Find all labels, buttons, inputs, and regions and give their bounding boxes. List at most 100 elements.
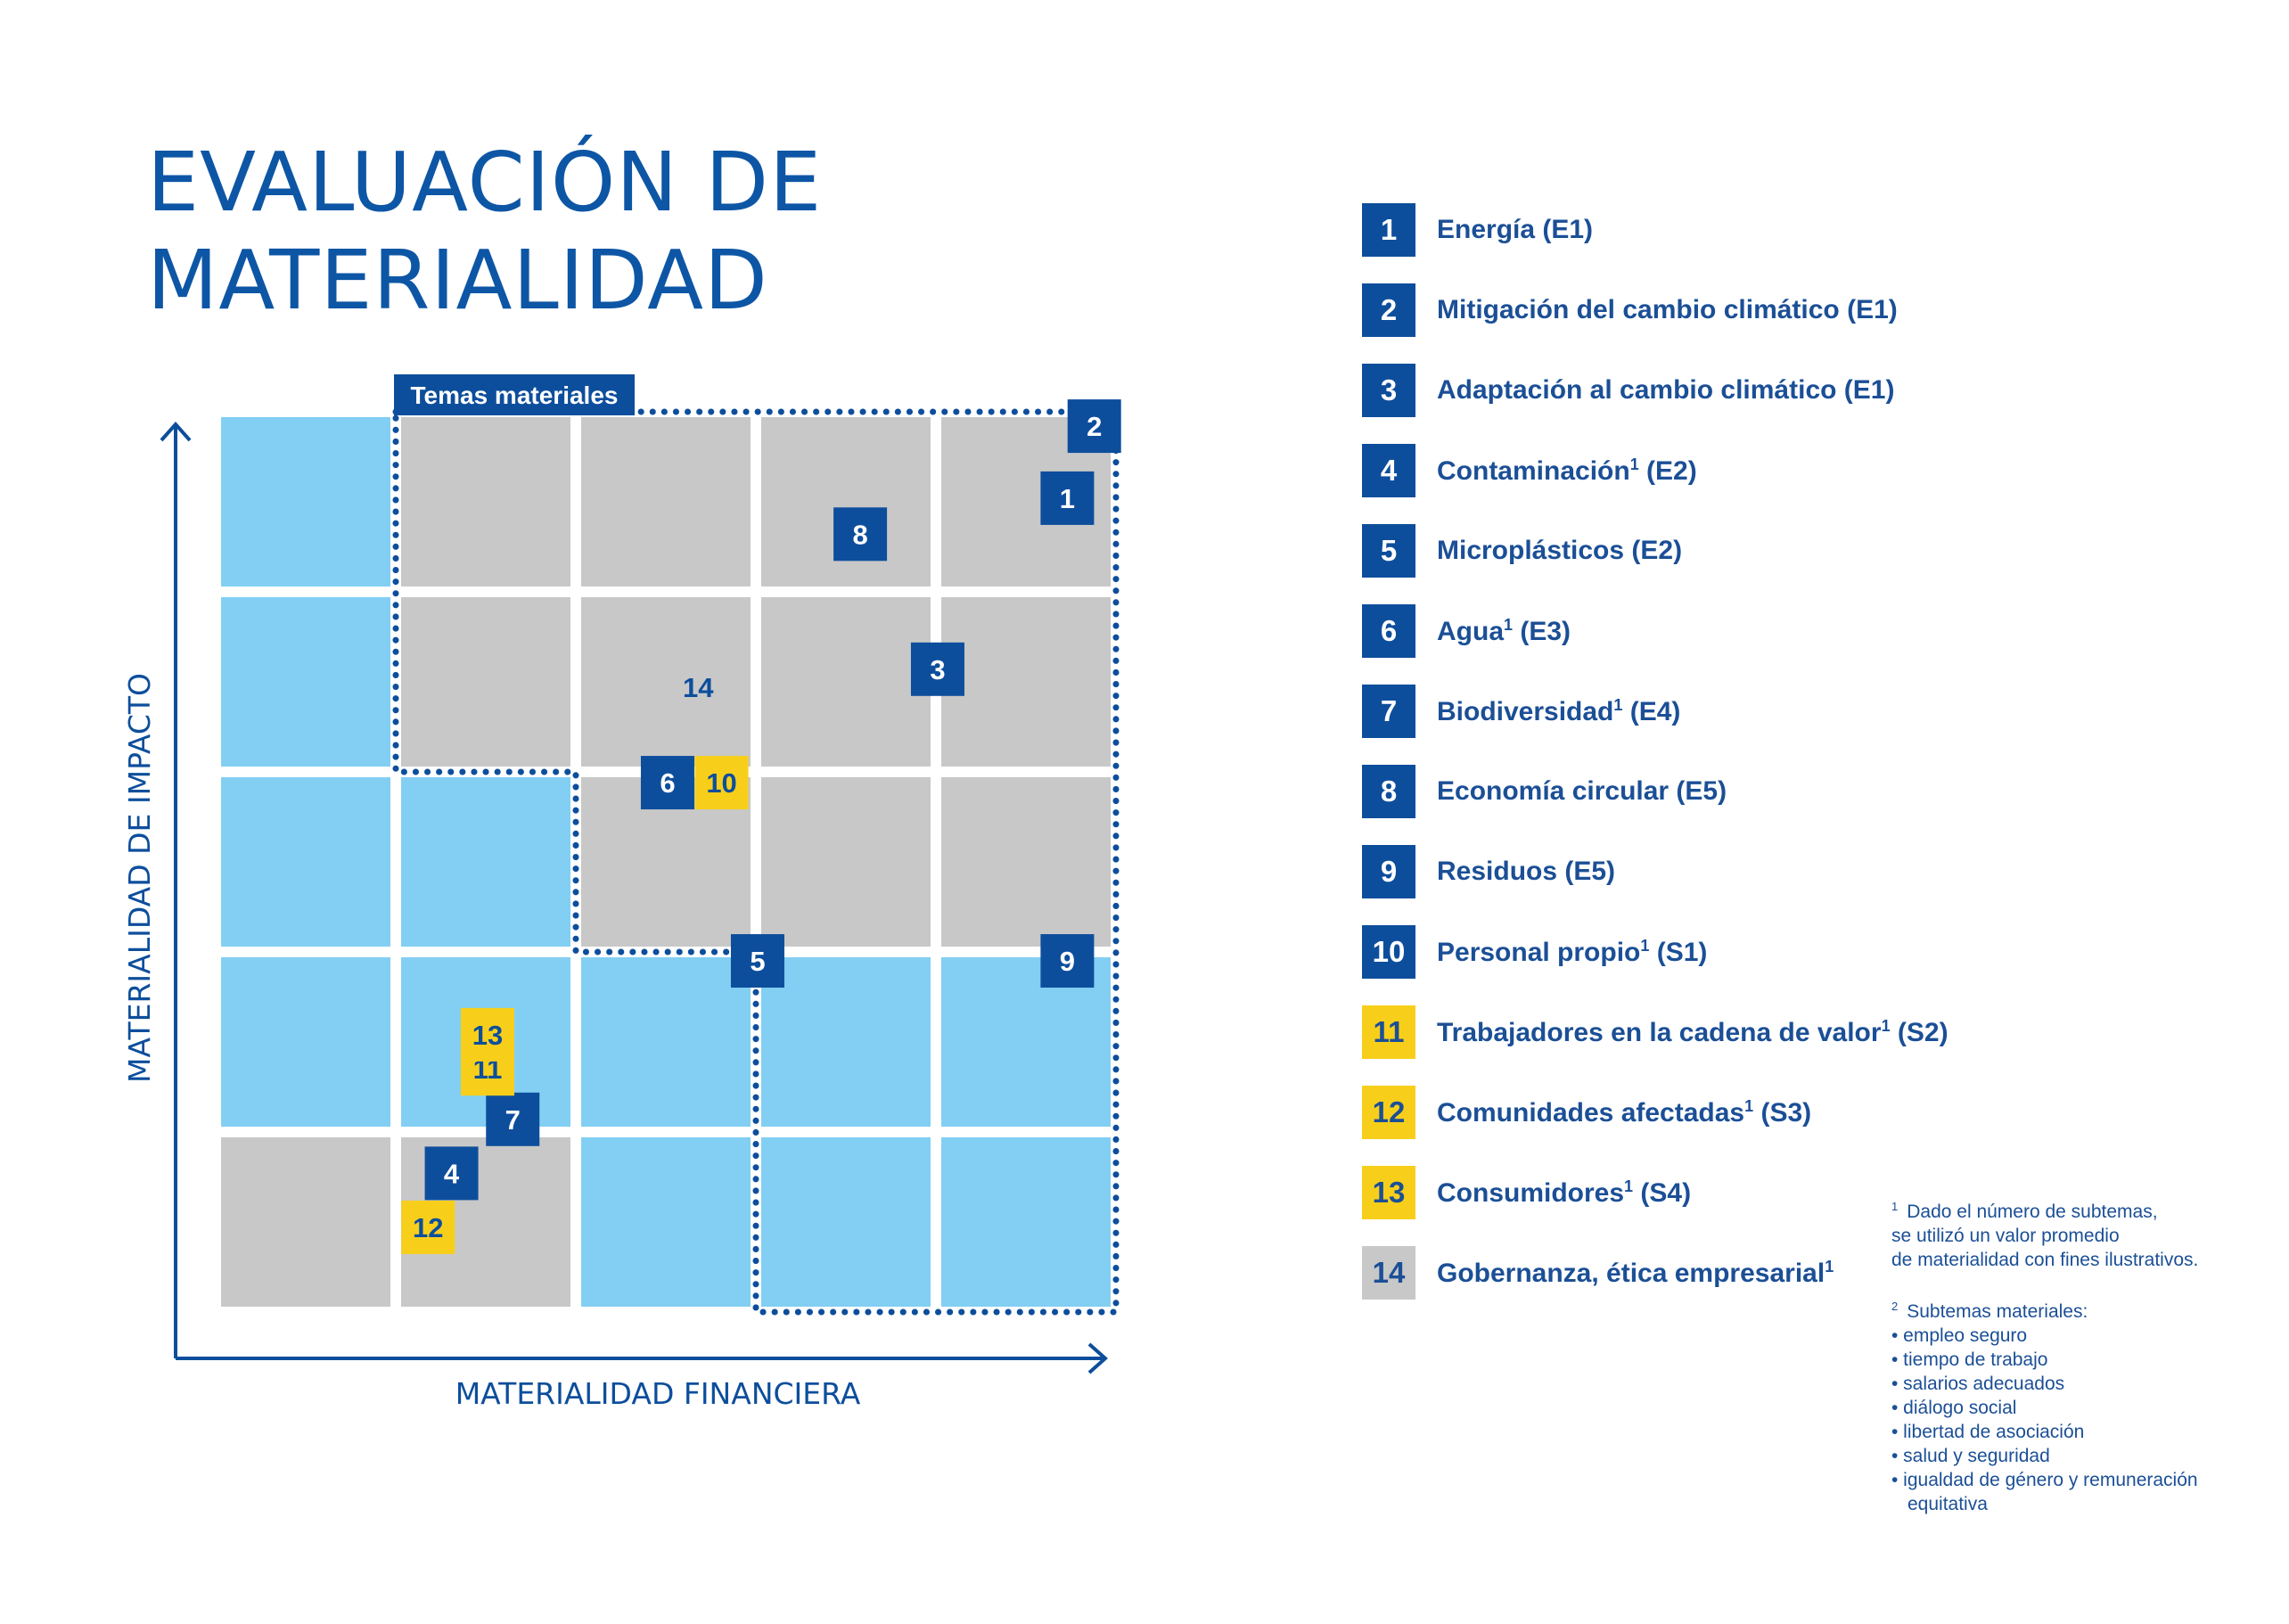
legend-item: 13 Consumidores1 (S4) [1362, 1166, 1691, 1219]
legend-item: 4 Contaminación1 (E2) [1362, 444, 1697, 497]
topic-marker-6: 6 [640, 756, 694, 810]
topic-marker-number: 9 [1060, 946, 1075, 977]
footnote-1: 1 Dado el número de subtemas, se utilizó u… [1891, 1194, 2198, 1272]
topic-marker-number: 13 [472, 1020, 503, 1051]
footnote-line: • diálogo social [1891, 1398, 2017, 1418]
legend-item: 10 Personal propio1 (S1) [1362, 925, 1707, 979]
topic-marker-number: 4 [444, 1158, 460, 1189]
footnote-line: se utilizó un valor promedio [1891, 1226, 2120, 1246]
matrix-cell [221, 597, 390, 767]
topic-marker-7: 7 [486, 1092, 540, 1146]
legend-item: 2 Mitigación del cambio climático (E1) [1362, 283, 1898, 337]
title-line-1: EVALUACIÓN DE [147, 135, 823, 230]
topic-marker-3: 3 [910, 642, 964, 696]
matrix-cell [941, 777, 1111, 947]
footnote-line: 2 Subtemas materiales: [1891, 1300, 2088, 1322]
title-line-2: MATERIALIDAD [147, 233, 768, 328]
legend-label: Adaptación al cambio climático (E1) [1437, 375, 1895, 405]
legend-item: 9 Residuos (E5) [1362, 845, 1615, 898]
topic-marker-number: 5 [750, 946, 765, 977]
topic-marker-number: 1 [1060, 483, 1075, 514]
legend-number: 1 [1362, 203, 1415, 257]
matrix-cell [761, 777, 931, 947]
legend-number: 5 [1362, 524, 1415, 578]
matrix-cells [221, 417, 1111, 1307]
topic-marker-13: 13 [460, 1007, 514, 1062]
legend-label: Personal propio1 (S1) [1437, 936, 1708, 967]
y-axis-arrow [160, 421, 192, 442]
topic-marker-12: 12 [401, 1201, 455, 1254]
footnote-line: • salud y seguridad [1891, 1446, 2050, 1466]
legend-label: Comunidades afectadas1 (S3) [1437, 1096, 1812, 1128]
footnote-line: • igualdad de género y remuneración [1891, 1470, 2198, 1490]
legend-label: Residuos (E5) [1437, 857, 1616, 886]
legend-item: 1 Energía (E1) [1362, 203, 1593, 257]
material-region-label-bg [394, 374, 635, 415]
x-axis-arrow [1087, 1342, 1109, 1374]
legend-number: 10 [1362, 925, 1415, 979]
topic-marker-8: 8 [833, 507, 888, 562]
topic-marker-1: 1 [1040, 471, 1095, 525]
matrix-cell [221, 957, 390, 1127]
legend-label: Energía (E1) [1437, 215, 1594, 244]
legend-item: 5 Microplásticos (E2) [1362, 524, 1682, 578]
legend-number: 13 [1362, 1166, 1415, 1219]
matrix-cell [221, 417, 390, 586]
matrix-cell [761, 957, 931, 1127]
matrix-cell [581, 417, 751, 586]
legend-label: Microplásticos (E2) [1437, 536, 1683, 565]
legend-number: 8 [1362, 765, 1415, 818]
matrix-cell [221, 1137, 390, 1307]
footnote-line: • salarios adecuados [1891, 1374, 2065, 1394]
legend-label: Gobernanza, ética empresarial1 [1437, 1257, 1834, 1288]
matrix-cell [581, 1137, 751, 1307]
legend-number: 12 [1362, 1086, 1415, 1139]
topic-marker-number: 12 [413, 1212, 443, 1243]
topic-marker-number: 8 [852, 519, 867, 550]
topic-marker-box [1040, 934, 1095, 988]
topic-marker-box [671, 660, 726, 714]
topic-marker-box [1067, 399, 1121, 454]
x-axis-label: MATERIALIDAD FINANCIERA [455, 1376, 861, 1411]
legend-label: Trabajadores en la cadena de valor1 (S2) [1437, 1016, 1949, 1047]
topic-marker-number: 10 [706, 767, 736, 799]
topic-marker-10: 10 [694, 756, 749, 810]
topic-marker-number: 14 [683, 672, 714, 703]
topic-marker-box [910, 642, 964, 696]
matrix-cell [581, 957, 751, 1127]
legend-number: 11 [1362, 1005, 1415, 1059]
page-title: EVALUACIÓN DE MATERIALIDAD [147, 134, 822, 330]
topic-marker-box [1040, 471, 1095, 525]
matrix-cell [221, 777, 390, 947]
legend-item: 11 Trabajadores en la cadena de valor1 (S… [1362, 1005, 1949, 1059]
topic-marker-box [640, 756, 694, 810]
footnote-line: de materialidad con fines ilustrativos. [1891, 1250, 2199, 1270]
matrix-cell [941, 1137, 1111, 1307]
topic-marker-9: 9 [1040, 934, 1095, 988]
matrix-cell [941, 597, 1111, 767]
footnote-line: 1 Dado el número de subtemas, [1891, 1200, 2158, 1222]
legend-item: 6 Agua1 (E3) [1362, 604, 1571, 658]
topic-marker-box [424, 1146, 479, 1201]
legend-number: 9 [1362, 845, 1415, 898]
topic-marker-5: 5 [730, 934, 784, 988]
matrix-cell [401, 777, 570, 947]
topic-marker-box [730, 934, 784, 988]
matrix-cell [761, 597, 931, 767]
legend-number: 14 [1362, 1246, 1415, 1300]
legend-item: 3 Adaptación al cambio climático (E1) [1362, 364, 1894, 417]
legend-number: 4 [1362, 444, 1415, 497]
axes: MATERIALIDAD FINANCIERA MATERIALIDAD DE I… [122, 421, 1109, 1411]
legend-number: 3 [1362, 364, 1415, 417]
footnote-line: equitativa [1908, 1494, 1988, 1514]
legend-number: 6 [1362, 604, 1415, 658]
y-axis-label: MATERIALIDAD DE IMPACTO [122, 673, 157, 1083]
legend-label: Mitigación del cambio climático (E1) [1437, 295, 1898, 324]
legend-item: 12 Comunidades afectadas1 (S3) [1362, 1086, 1811, 1139]
matrix-cell [581, 597, 751, 767]
legend-label: Economía circular (E5) [1437, 776, 1727, 806]
legend-label: Agua1 (E3) [1437, 615, 1571, 646]
legend-item: 7 Biodiversidad1 (E4) [1362, 685, 1680, 738]
